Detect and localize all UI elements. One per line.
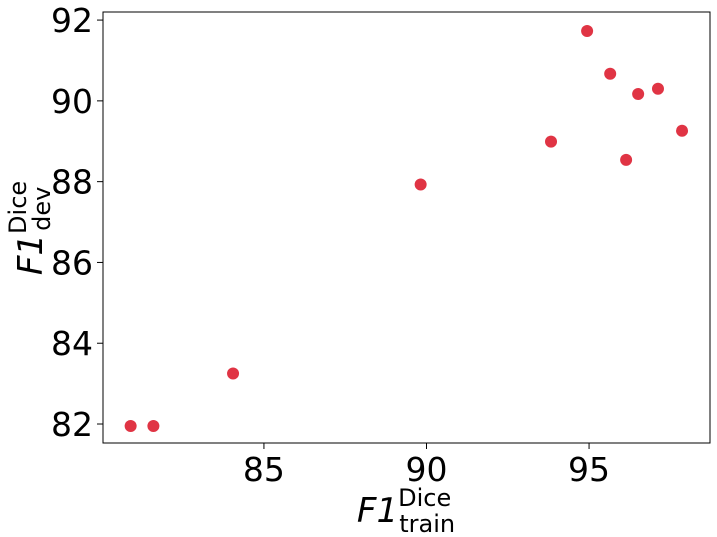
- x-label-base: F1: [357, 491, 398, 531]
- point: [581, 24, 594, 37]
- x-tick-label: 95: [568, 450, 610, 489]
- y-tick-label: 86: [51, 243, 93, 282]
- point: [414, 178, 427, 191]
- y-axis-label: F1Dicedev: [4, 181, 56, 275]
- y-label-sub: dev: [28, 187, 56, 231]
- point: [545, 135, 558, 148]
- x-label-sup: Dice: [398, 484, 451, 512]
- point: [147, 420, 160, 433]
- y-tick-label: 88: [51, 163, 93, 202]
- point: [227, 367, 240, 380]
- y-tick-label: 82: [51, 405, 93, 444]
- point: [620, 153, 633, 166]
- x-axis-label: F1Dice train: [357, 484, 455, 537]
- point: [604, 67, 617, 80]
- point: [124, 420, 137, 433]
- x-tick-label: 90: [405, 450, 447, 489]
- y-tick-label: 90: [51, 82, 93, 121]
- point: [676, 124, 689, 137]
- plot-frame: [102, 11, 711, 444]
- y-label-base: F1: [11, 234, 51, 275]
- y-tick-label: 84: [51, 324, 93, 363]
- point: [651, 82, 664, 95]
- x-label-sub: train: [399, 510, 455, 537]
- point: [632, 87, 645, 100]
- y-tick-label: 92: [51, 1, 93, 40]
- x-tick-label: 85: [243, 450, 285, 489]
- y-label-sup: Dice: [4, 181, 32, 234]
